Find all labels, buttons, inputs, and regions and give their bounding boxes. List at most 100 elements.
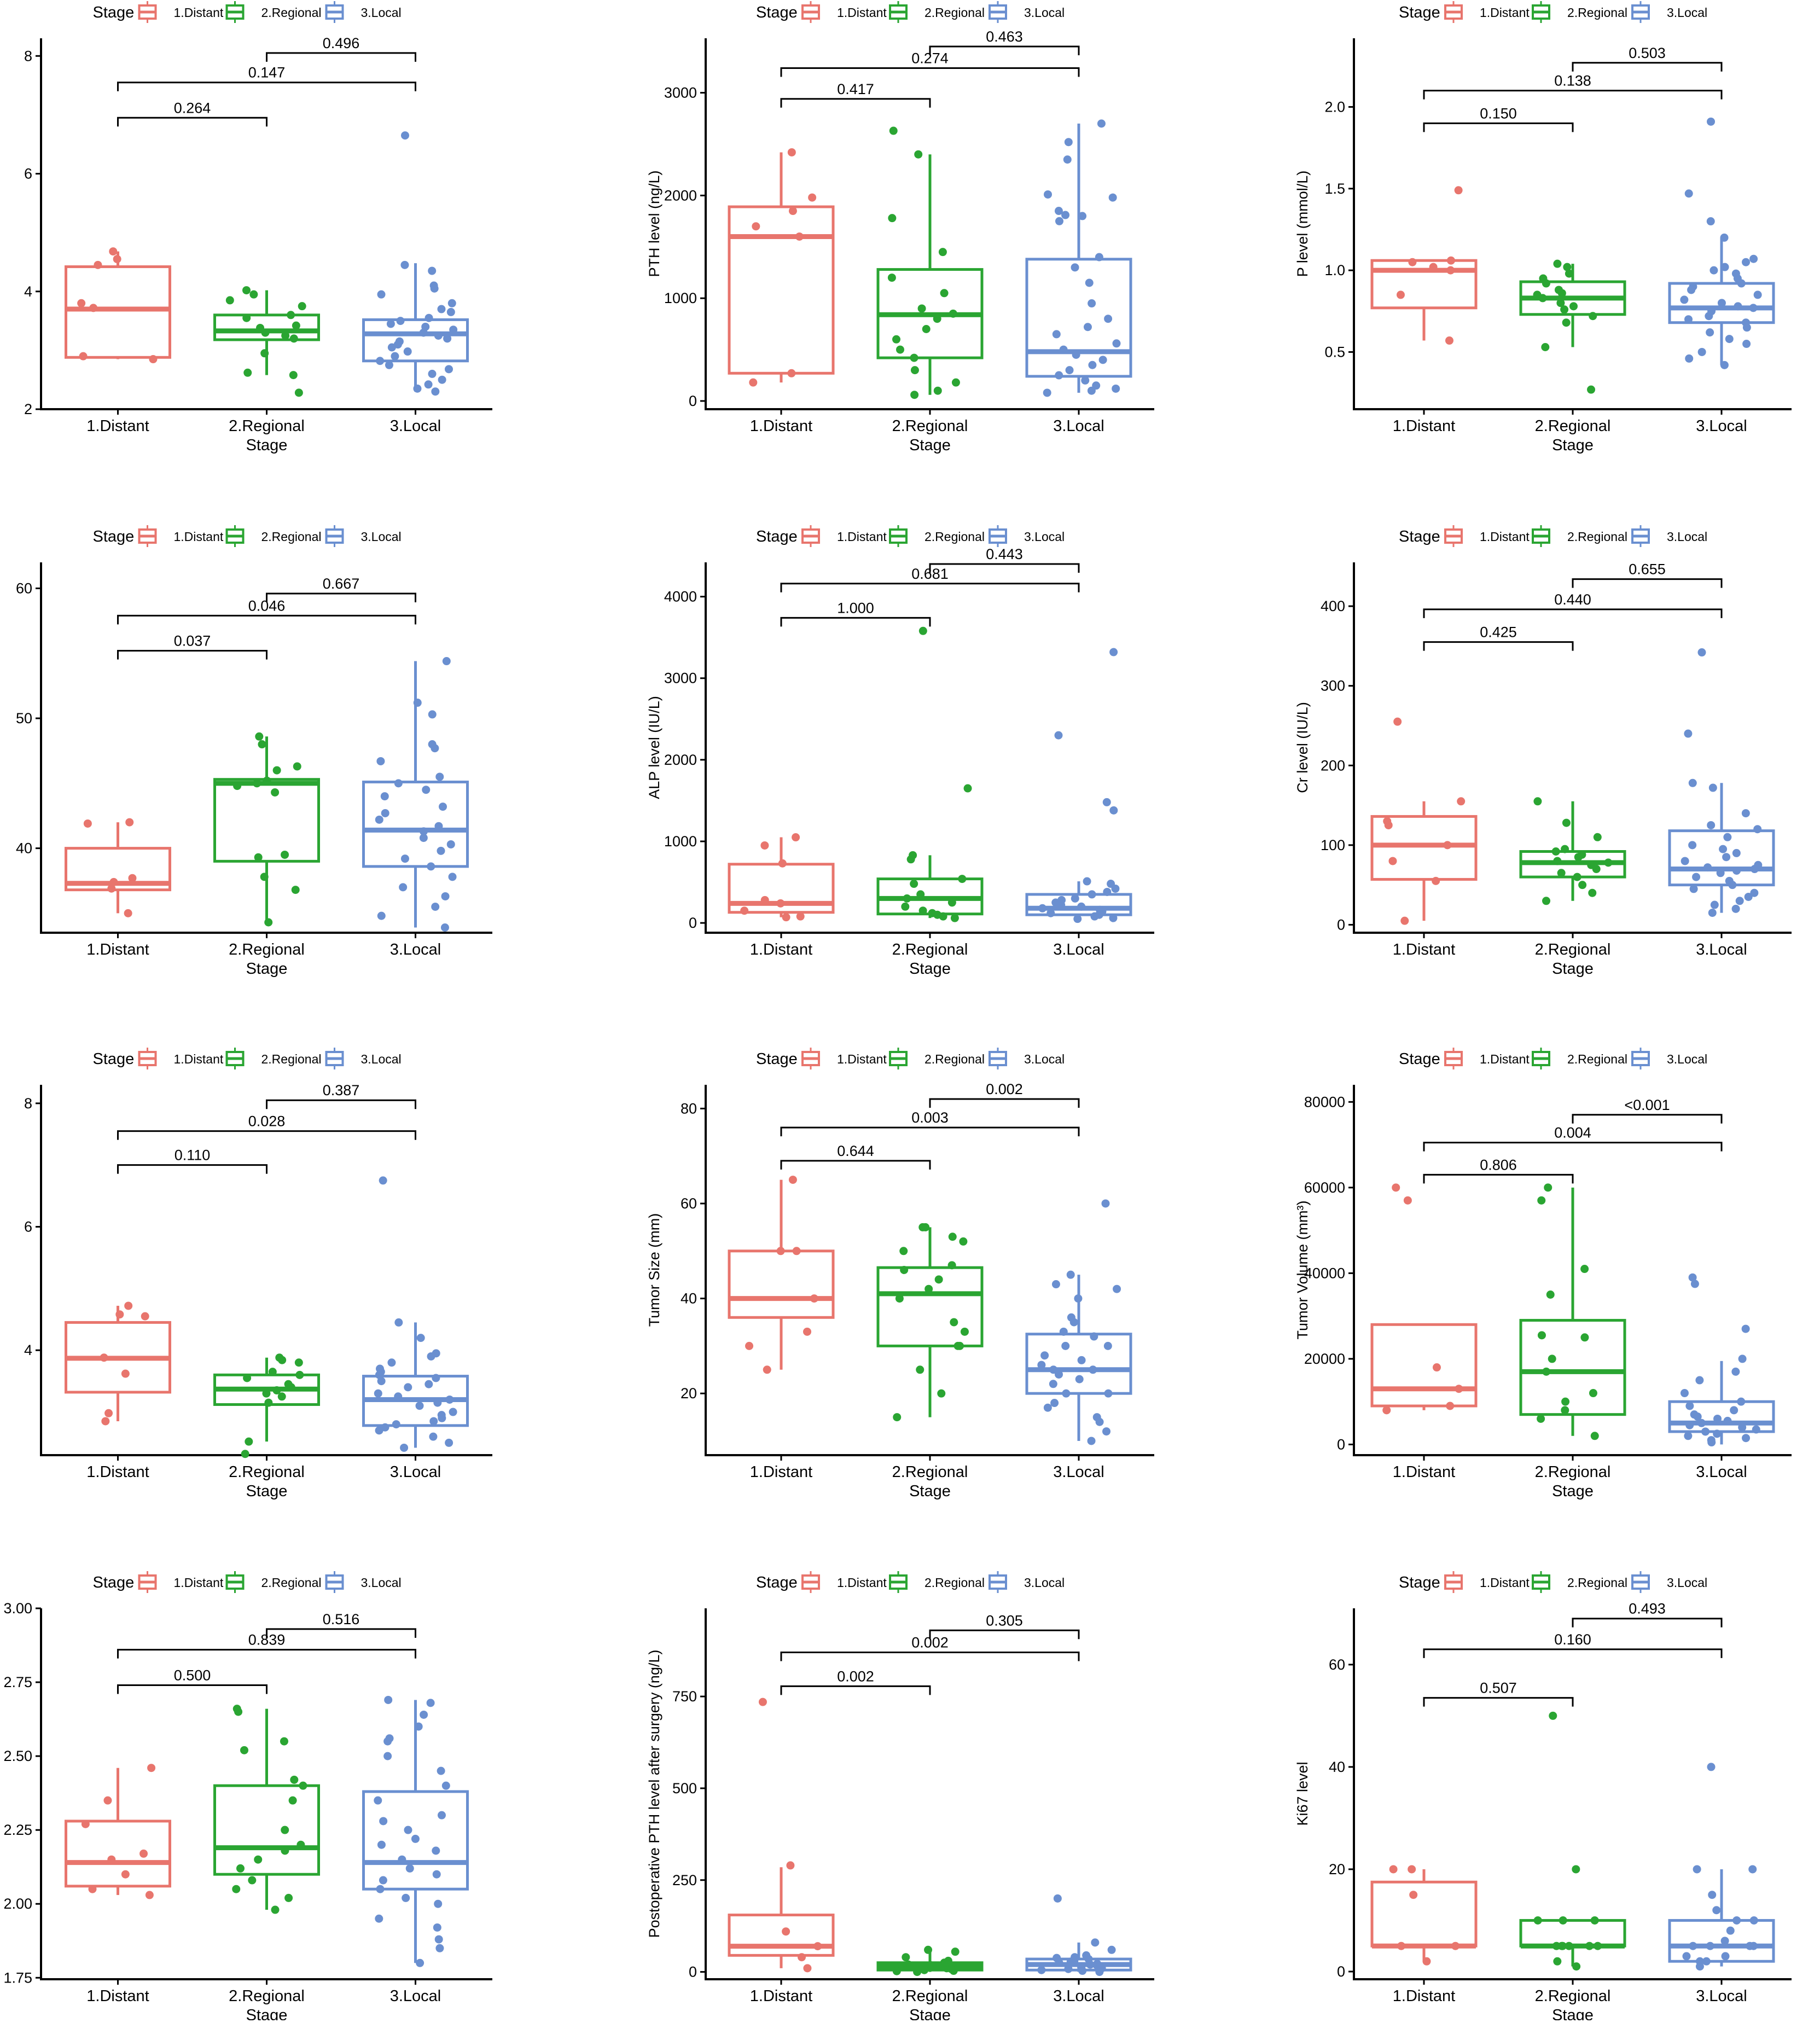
legend-label-3: 3.Local [361, 1576, 402, 1590]
box-iqr [65, 265, 171, 359]
data-point [1710, 900, 1719, 909]
bracket-line [780, 1685, 931, 1695]
significance-bracket-1: 0.500 [117, 1667, 268, 1694]
data-point [776, 899, 785, 908]
data-point [796, 912, 805, 921]
data-point [377, 1840, 386, 1849]
data-point [1053, 1894, 1062, 1903]
significance-bracket-3: 0.387 [266, 1082, 416, 1109]
data-point [760, 896, 769, 904]
legend-label-1: 1.Distant [1480, 5, 1530, 20]
data-point [1083, 877, 1091, 886]
data-point [1040, 1351, 1049, 1360]
p-value-label: 0.496 [323, 35, 360, 51]
data-point [910, 353, 918, 362]
x-tick-label: 3.Local [1053, 1463, 1104, 1481]
legend-label-1: 1.Distant [174, 530, 224, 544]
p-value-label: 0.806 [1480, 1156, 1517, 1173]
data-point [1702, 1957, 1711, 1966]
data-point [1551, 847, 1560, 856]
x-tick-label: 3.Local [1053, 1987, 1104, 2005]
data-point [1562, 818, 1571, 827]
significance-bracket-3: 0.493 [1572, 1601, 1723, 1627]
data-point [1720, 1937, 1729, 1945]
data-point [1703, 863, 1712, 872]
bracket-line [1572, 62, 1723, 72]
data-point [1730, 1406, 1738, 1415]
data-point [1097, 119, 1106, 128]
y-tick-label: 40 [1329, 1759, 1345, 1775]
data-point [949, 309, 957, 318]
significance-bracket-3: 0.667 [266, 575, 416, 603]
box-iqr [1370, 1323, 1478, 1408]
p-value-label: 0.003 [911, 1109, 949, 1126]
data-point [1429, 263, 1438, 271]
data-point [400, 854, 409, 863]
legend-label-3: 3.Local [361, 5, 402, 20]
y-tick-label: 20 [1329, 1861, 1345, 1877]
box-iqr [1025, 258, 1132, 378]
data-point [1682, 1952, 1691, 1961]
data-point [293, 762, 301, 771]
data-point [1692, 873, 1701, 881]
data-point [1580, 1333, 1589, 1342]
data-point [917, 304, 926, 313]
data-point [788, 207, 797, 216]
significance-bracket-1: 0.417 [780, 81, 931, 108]
significance-bracket-3: 0.655 [1572, 561, 1723, 588]
box-iqr [213, 1784, 320, 1876]
data-point [443, 334, 452, 343]
data-point [419, 834, 428, 842]
box-1 [728, 152, 835, 383]
legend-label-3: 3.Local [1024, 5, 1065, 20]
data-point [1455, 1385, 1463, 1393]
data-point [420, 1710, 428, 1719]
data-point [385, 361, 393, 369]
data-point [1706, 1941, 1714, 1950]
data-point [100, 1353, 108, 1362]
data-point [934, 1275, 943, 1284]
data-point [394, 1318, 403, 1327]
data-point [1095, 1417, 1104, 1426]
data-point [927, 1961, 935, 1969]
y-tick-label: 750 [672, 1688, 697, 1705]
x-axis-title: Stage [909, 2007, 951, 2020]
data-point [1742, 1434, 1751, 1443]
p-value-label: 0.507 [1480, 1680, 1517, 1696]
data-point [431, 744, 439, 753]
data-point [1734, 302, 1742, 311]
legend-title: Stage [93, 528, 135, 545]
data-point [403, 347, 412, 356]
box-iqr [1519, 1919, 1626, 1948]
data-point [435, 1944, 444, 1952]
bracket-line [117, 1130, 416, 1140]
x-tick-label: 1.Distant [1393, 1987, 1455, 2005]
legend-label-2: 2.Regional [924, 1576, 985, 1590]
data-point [1072, 350, 1080, 359]
significance-bracket-3: 0.516 [266, 1611, 416, 1638]
data-point [1408, 1865, 1416, 1874]
data-point [1749, 1916, 1758, 1925]
data-point [1071, 894, 1079, 903]
data-point [236, 1864, 245, 1873]
data-point [431, 902, 440, 911]
data-point [374, 1796, 382, 1805]
data-point [903, 894, 911, 903]
data-point [1112, 384, 1120, 393]
data-point [400, 1443, 409, 1452]
p-value-label: 0.002 [986, 1081, 1023, 1097]
y-tick-label: 2.75 [3, 1674, 32, 1690]
y-tick-label: 1.75 [3, 1969, 32, 1986]
y-axis-label: Tumor Volume (mm³) [1294, 1200, 1311, 1339]
data-point [89, 304, 98, 312]
data-point [384, 1695, 393, 1704]
data-point [288, 1796, 297, 1805]
data-point [1556, 299, 1565, 307]
data-point [810, 1294, 818, 1303]
data-point [445, 1438, 453, 1447]
data-point [1446, 1402, 1455, 1410]
x-tick-label: 1.Distant [750, 417, 812, 435]
data-point [445, 1395, 454, 1404]
x-tick-label: 2.Regional [1535, 417, 1611, 435]
data-point [431, 387, 440, 396]
